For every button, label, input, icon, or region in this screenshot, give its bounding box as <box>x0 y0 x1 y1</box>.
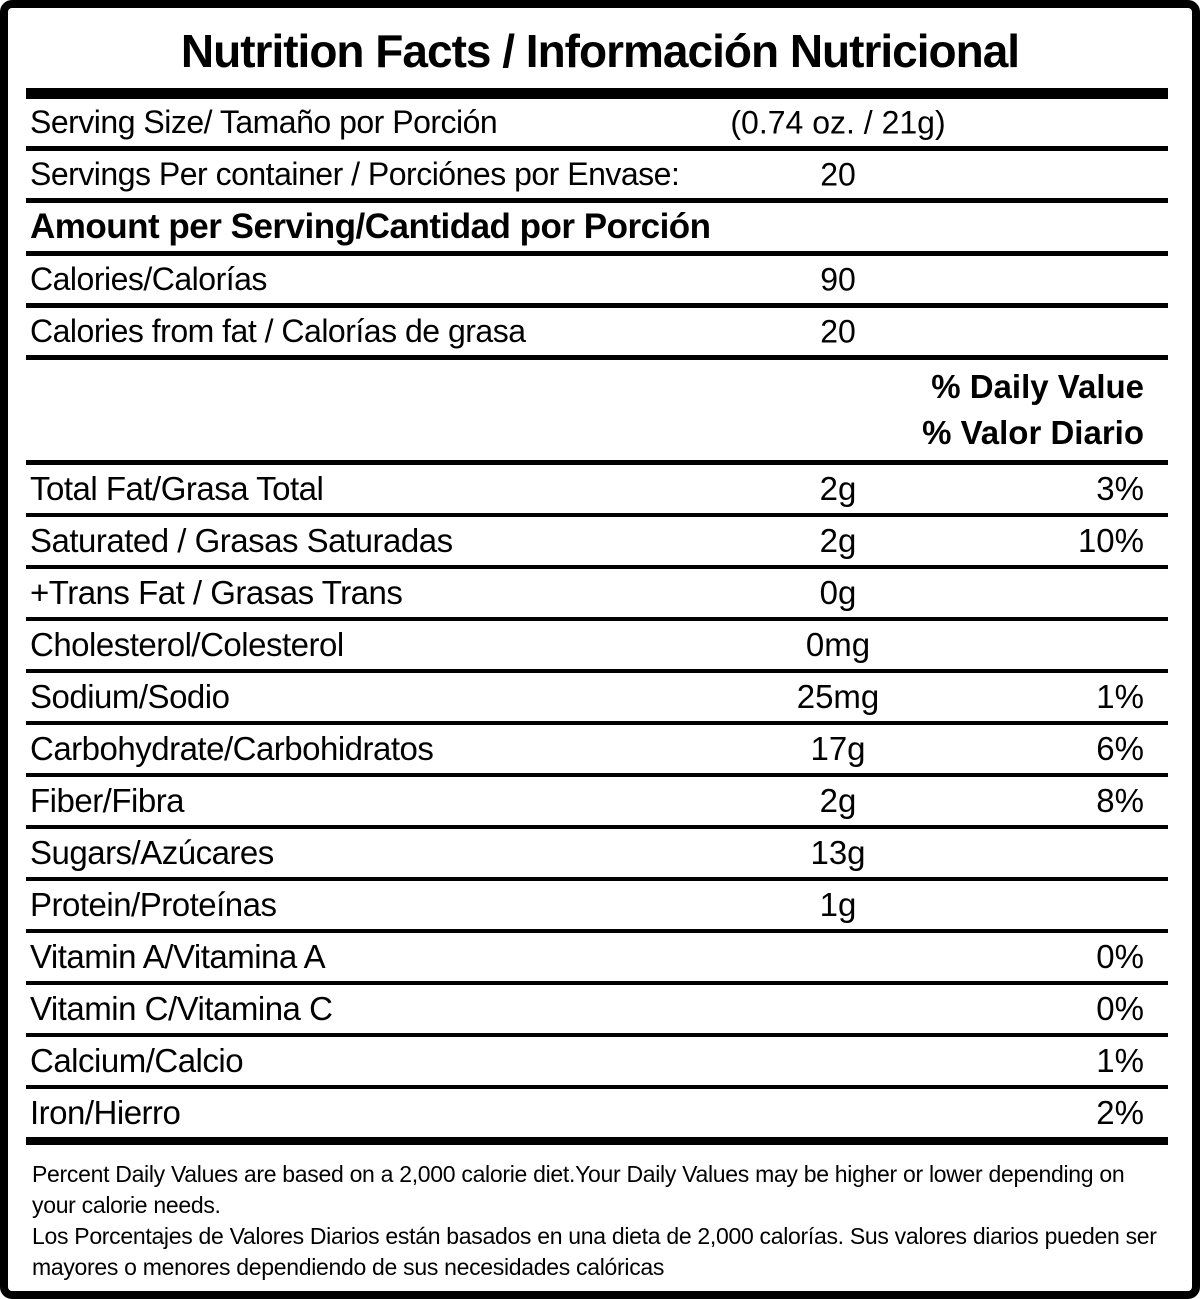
serving-size-row: Serving Size/ Tamaño por Porción (0.74 o… <box>26 99 1168 151</box>
nutrient-label: Iron/Hierro <box>30 1094 181 1131</box>
nutrient-row: Total Fat/Grasa Total 2g 3% <box>26 465 1168 517</box>
nutrient-amount: 0g <box>819 574 857 611</box>
nutrient-daily-value: 3% <box>1096 470 1144 507</box>
nutrient-amount: 2g <box>819 470 857 507</box>
nutrient-label: Cholesterol/Colesterol <box>30 626 344 663</box>
amount-per-serving-header-label: Amount per Serving/Cantidad por Porción <box>30 207 711 246</box>
footnote: Percent Daily Values are based on a 2,00… <box>26 1145 1168 1283</box>
nutrient-label: Total Fat/Grasa Total <box>30 470 324 507</box>
servings-per-container-label: Servings Per container / Porciónes por E… <box>30 156 680 192</box>
servings-per-container-row: Servings Per container / Porciónes por E… <box>26 151 1168 203</box>
footnote-english: Percent Daily Values are based on a 2,00… <box>32 1161 1125 1218</box>
servings-per-container-value: 20 <box>820 156 856 192</box>
daily-value-headers: % Daily Value % Valor Diario <box>26 360 1168 465</box>
nutrient-label: Saturated / Grasas Saturadas <box>30 522 453 559</box>
nutrient-amount: 2g <box>819 522 857 559</box>
nutrient-rows: Total Fat/Grasa Total 2g 3% Saturated / … <box>26 465 1168 1145</box>
amount-per-serving-header: Amount per Serving/Cantidad por Porción <box>26 203 1168 256</box>
nutrient-row: Fiber/Fibra 2g 8% <box>26 777 1168 829</box>
daily-value-header-es: % Valor Diario <box>922 414 1144 451</box>
nutrient-label: Calcium/Calcio <box>30 1042 244 1079</box>
calories-from-fat-row: Calories from fat / Calorías de grasa 20 <box>26 308 1168 360</box>
serving-size-value: (0.74 oz. / 21g) <box>730 104 946 140</box>
nutrient-label: Vitamin A/Vitamina A <box>30 938 326 975</box>
nutrient-label: Carbohydrate/Carbohidratos <box>30 730 434 767</box>
title-divider-bar <box>26 88 1168 99</box>
nutrient-daily-value: 0% <box>1096 990 1144 1027</box>
nutrient-daily-value: 6% <box>1096 730 1144 767</box>
daily-value-header-en: % Daily Value <box>931 368 1144 405</box>
nutrient-row: Sugars/Azúcares 13g <box>26 829 1168 881</box>
nutrient-amount: 2g <box>819 782 857 819</box>
nutrient-row: Protein/Proteínas 1g <box>26 881 1168 933</box>
nutrient-row: Iron/Hierro 2% <box>26 1089 1168 1145</box>
label-content: Serving Size/ Tamaño por Porción (0.74 o… <box>26 88 1168 1283</box>
nutrient-amount: 1g <box>819 886 857 923</box>
footnote-spanish: Los Porcentajes de Valores Diarios están… <box>32 1223 1157 1280</box>
calories-value: 90 <box>820 261 856 297</box>
nutrient-daily-value: 1% <box>1096 1042 1144 1079</box>
nutrient-amount: 0mg <box>805 626 871 663</box>
nutrient-row: +Trans Fat / Grasas Trans 0g <box>26 569 1168 621</box>
nutrient-row: Vitamin C/Vitamina C 0% <box>26 985 1168 1037</box>
nutrient-label: Sodium/Sodio <box>30 678 230 715</box>
calories-label: Calories/Calorías <box>30 261 267 297</box>
nutrient-daily-value: 1% <box>1096 678 1144 715</box>
nutrient-label: Protein/Proteínas <box>30 886 277 923</box>
serving-size-label: Serving Size/ Tamaño por Porción <box>30 104 498 140</box>
nutrient-label: Fiber/Fibra <box>30 782 185 819</box>
nutrient-daily-value: 0% <box>1096 938 1144 975</box>
label-title: Nutrition Facts / Información Nutriciona… <box>180 25 1020 77</box>
nutrient-row: Saturated / Grasas Saturadas 2g 10% <box>26 517 1168 569</box>
calories-row: Calories/Calorías 90 <box>26 256 1168 308</box>
nutrient-amount: 13g <box>810 834 866 871</box>
nutrient-amount: 25mg <box>796 678 880 715</box>
nutrient-amount: 17g <box>810 730 866 767</box>
calories-from-fat-value: 20 <box>820 313 856 349</box>
nutrient-row: Calcium/Calcio 1% <box>26 1037 1168 1089</box>
nutrient-label: Vitamin C/Vitamina C <box>30 990 333 1027</box>
nutrient-daily-value: 8% <box>1096 782 1144 819</box>
nutrient-daily-value: 10% <box>1077 522 1144 559</box>
nutrient-row: Vitamin A/Vitamina A 0% <box>26 933 1168 985</box>
nutrient-daily-value: 2% <box>1096 1094 1144 1131</box>
nutrient-row: Carbohydrate/Carbohidratos 17g 6% <box>26 725 1168 777</box>
nutrient-row: Cholesterol/Colesterol 0mg <box>26 621 1168 673</box>
nutrient-label: +Trans Fat / Grasas Trans <box>30 574 403 611</box>
nutrient-row: Sodium/Sodio 25mg 1% <box>26 673 1168 725</box>
nutrient-label: Sugars/Azúcares <box>30 834 274 871</box>
calories-from-fat-label: Calories from fat / Calorías de grasa <box>30 313 526 349</box>
